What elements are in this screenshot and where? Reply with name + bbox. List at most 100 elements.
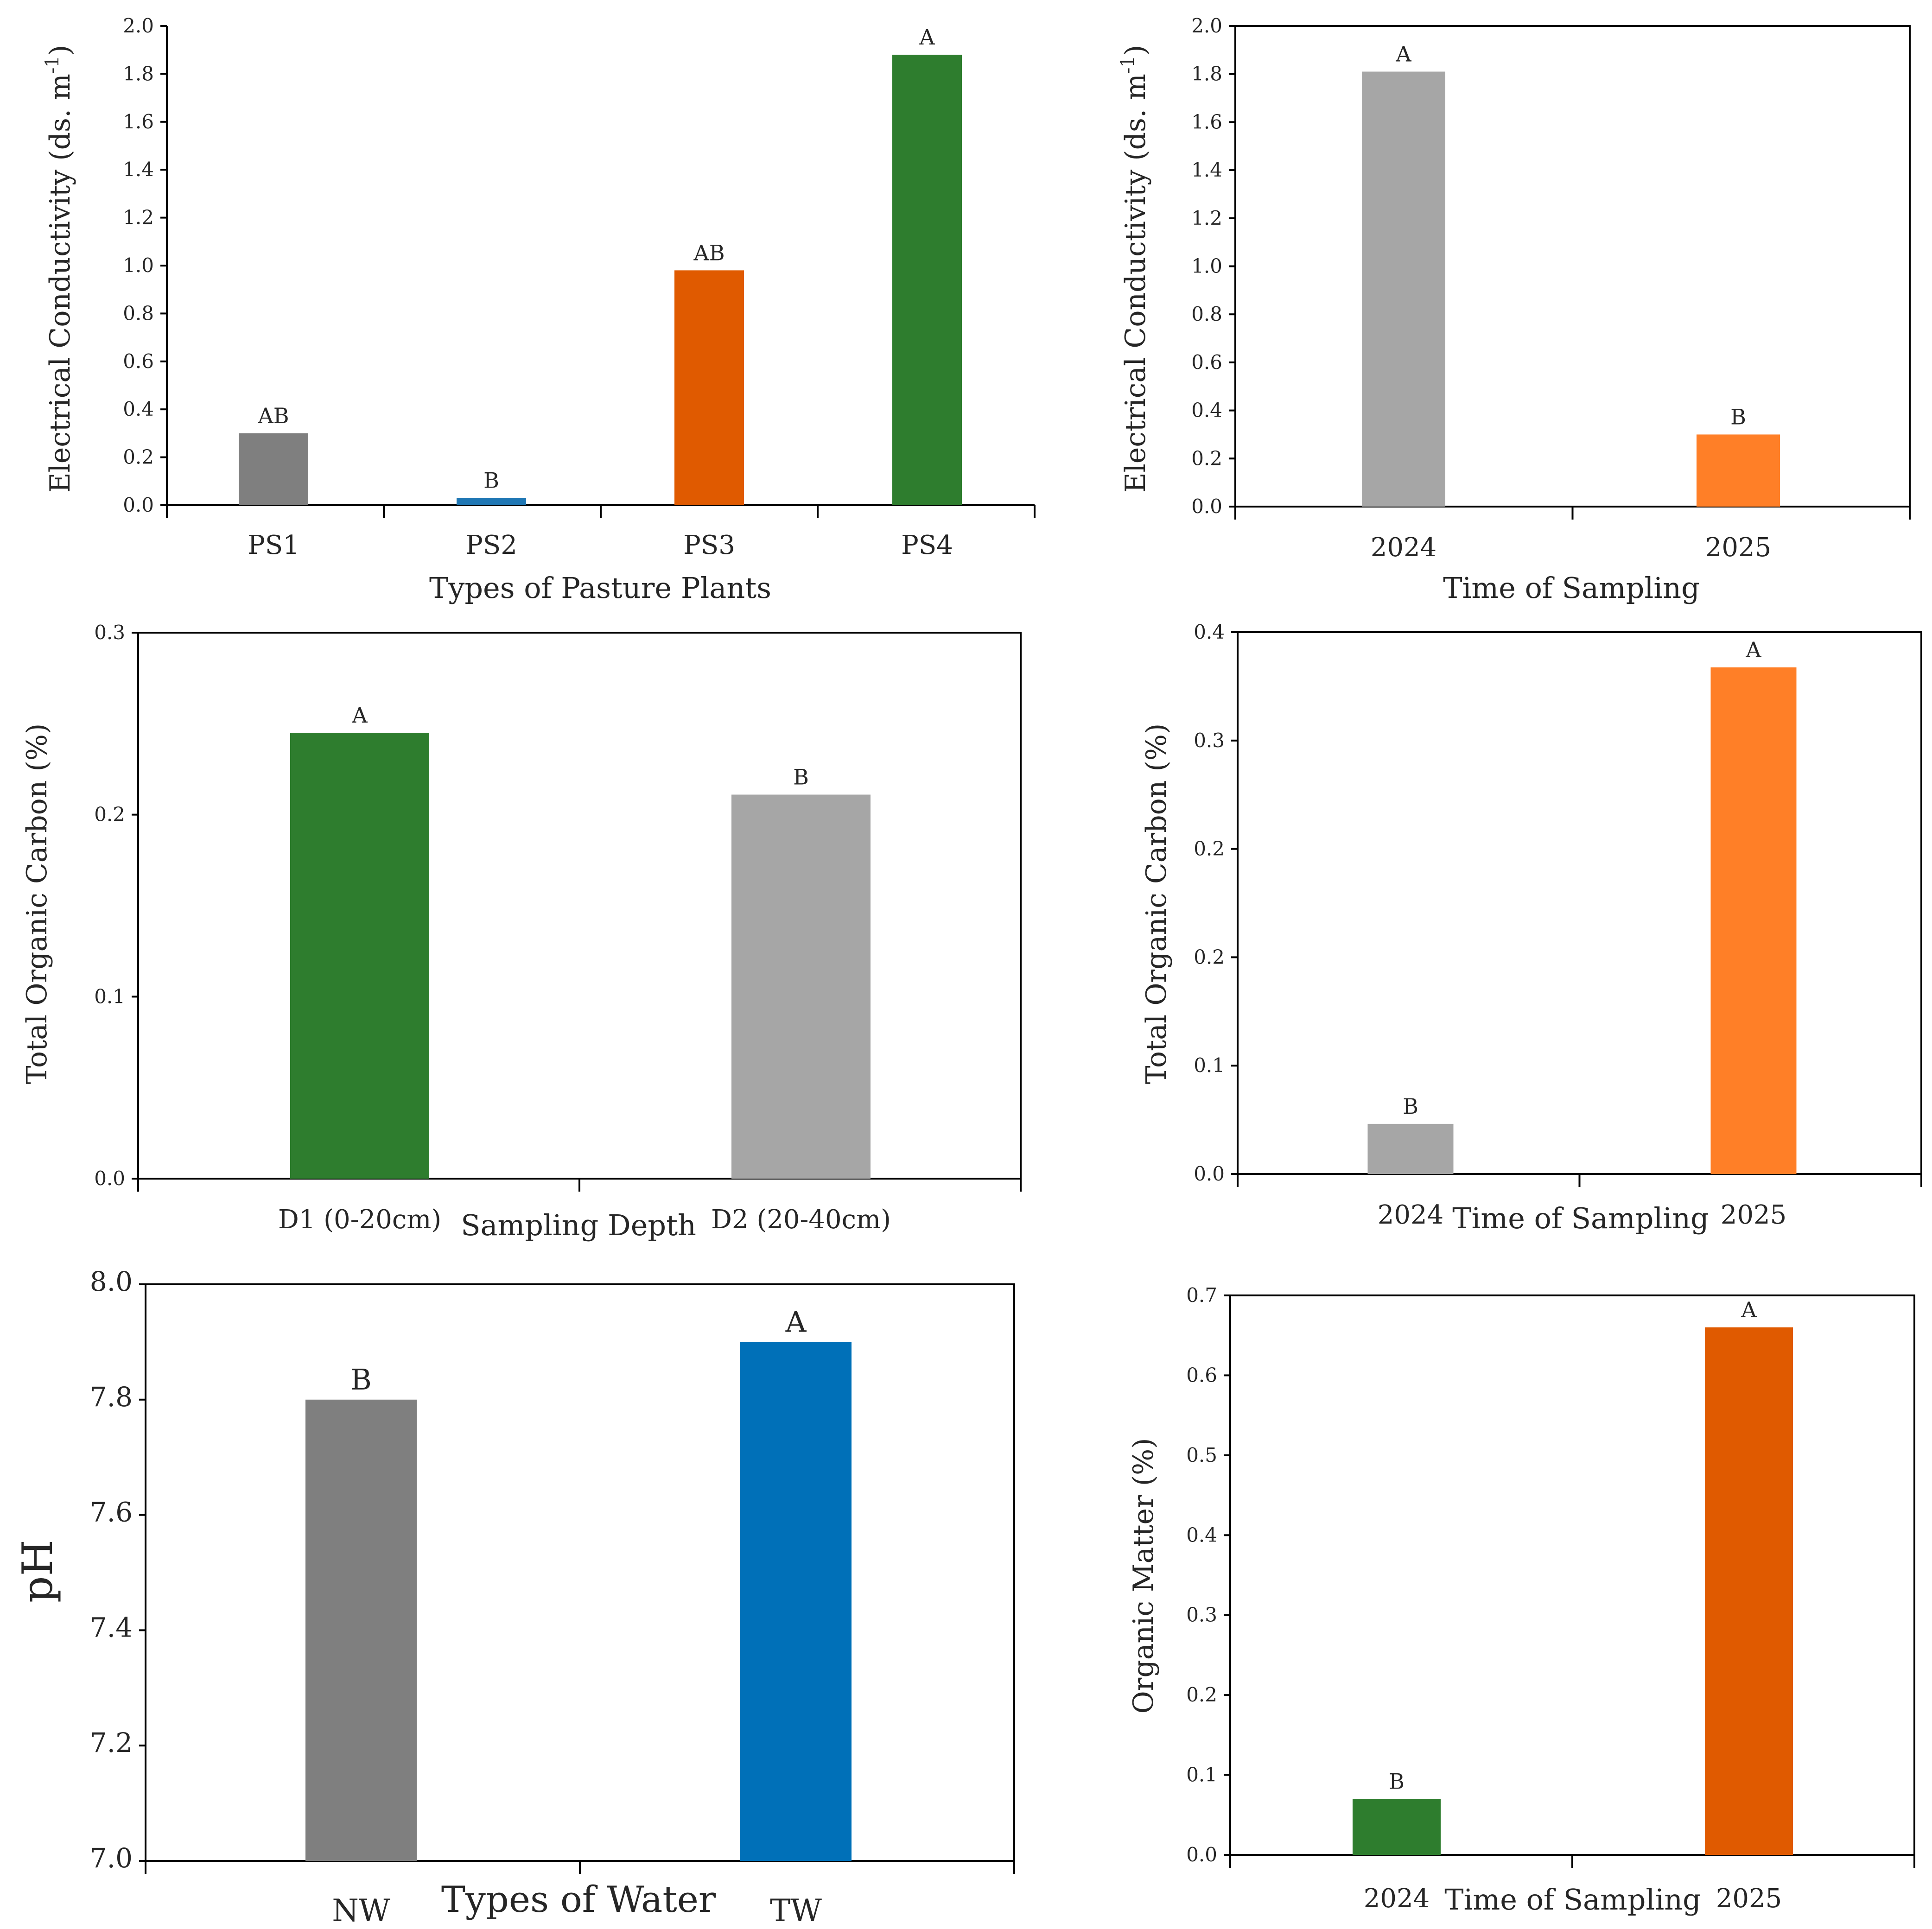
y-tick-label: 0.2 <box>94 803 125 826</box>
chart-ph-water: 7.0 7.2 7.4 7.6 7.8 8.0 B NW A TW Types of Water pH <box>13 1266 1015 1929</box>
chart-ec-time: 0.0 0.2 0.4 0.6 0.8 1.0 1.2 1.4 1.6 1.8 2.0 A 2024 B 2… <box>1117 14 1911 605</box>
significance-label: AB <box>257 403 289 428</box>
significance-label: A <box>919 25 935 50</box>
y-tick-label: 0.4 <box>1191 399 1222 422</box>
category-label: 2025 <box>1716 1884 1782 1914</box>
y-tick-label: 0.8 <box>123 302 154 324</box>
y-tick-label: 2.0 <box>123 14 154 37</box>
y-tick-label: 0.6 <box>123 350 154 373</box>
y-tick-label: 0.3 <box>1186 1604 1217 1626</box>
bar-tw <box>740 1342 852 1861</box>
category-label: NW <box>332 1893 390 1929</box>
y-tick-label: 0.1 <box>1194 1054 1225 1077</box>
y-tick-label: 0.1 <box>94 985 125 1008</box>
y-axis-title: Electrical Conductivity (ds. m-1) <box>1117 45 1152 493</box>
y-tick-label: 1.4 <box>1191 159 1222 181</box>
y-axis-title: Total Organic Carbon (%) <box>21 723 53 1085</box>
y-tick-label: 0.4 <box>1186 1523 1217 1546</box>
y-tick-label: 0.5 <box>1186 1444 1217 1466</box>
y-tick-label: 1.8 <box>123 62 154 85</box>
y-tick-label: 1.0 <box>123 254 154 277</box>
significance-label: AB <box>693 240 724 265</box>
bar-2024 <box>1353 1799 1441 1855</box>
y-tick-label: 0.3 <box>1194 729 1225 752</box>
y-axis-title: Organic Matter (%) <box>1127 1438 1160 1713</box>
y-tick-label: 0.2 <box>1194 838 1225 860</box>
significance-label: B <box>483 468 499 493</box>
y-tick-label: 1.0 <box>1191 255 1222 278</box>
bar-2025 <box>1705 1327 1793 1855</box>
category-label: 2025 <box>1721 1200 1787 1230</box>
y-tick-label: 1.6 <box>123 110 154 133</box>
plot-frame <box>1229 1294 1915 1856</box>
y-axis-title: pH <box>13 1540 62 1603</box>
category-label: D2 (20-40cm) <box>711 1205 891 1235</box>
chart-toc-depth: 0.0 0.1 0.2 0.3 A D1 (0-20cm) B D2 (20-40cm) Sam… <box>21 621 1022 1242</box>
plot-frame <box>1234 25 1911 508</box>
y-tick-label: 2.0 <box>1191 14 1222 37</box>
category-label: 2024 <box>1364 1884 1430 1914</box>
bar-nw <box>305 1399 417 1861</box>
y-tick-label: 0.0 <box>123 494 154 516</box>
bar-ps1 <box>239 433 308 505</box>
y-tick-label: 0.2 <box>1194 945 1225 968</box>
y-tick-label: 7.6 <box>90 1497 133 1528</box>
x-axis-title: Sampling Depth <box>461 1208 696 1242</box>
y-tick-label: 0.8 <box>1191 303 1222 325</box>
significance-label: A <box>1741 1297 1757 1322</box>
y-tick-label: 0.2 <box>1186 1683 1217 1706</box>
plot-frame <box>145 1283 1015 1862</box>
y-tick-label: 0.2 <box>1191 447 1222 470</box>
y-tick-label: 0.6 <box>1191 351 1222 374</box>
y-tick-label: 0.4 <box>1194 621 1225 643</box>
y-axis-title: Total Organic Carbon (%) <box>1140 723 1173 1085</box>
category-label: PS1 <box>248 530 299 560</box>
category-label: D1 (0-20cm) <box>278 1205 441 1235</box>
significance-label: B <box>1730 404 1746 429</box>
y-axis-title-superscript: -1 <box>1117 56 1138 74</box>
y-axis-title-superscript: -1 <box>42 56 63 74</box>
chart-toc-time: 0.0 0.1 0.2 0.2 0.3 0.4 B 2024 A 2025 Time of Samp… <box>1140 621 1922 1235</box>
y-axis-title-end: ) <box>1119 45 1152 56</box>
y-tick-label: 0.3 <box>94 621 125 644</box>
x-axis-title: Time of Sampling <box>1443 571 1700 605</box>
y-tick-label: 0.7 <box>1186 1284 1217 1307</box>
bar-ps4 <box>892 55 962 506</box>
bar-2025 <box>1697 434 1780 507</box>
y-tick-label: 1.2 <box>123 206 154 229</box>
significance-label: B <box>1403 1094 1418 1119</box>
y-tick-label: 0.0 <box>94 1167 125 1190</box>
y-tick-label: 1.4 <box>123 158 154 181</box>
bar-ps3 <box>674 270 744 505</box>
bar-2024 <box>1362 71 1445 507</box>
category-label: 2024 <box>1378 1200 1444 1230</box>
y-axis-title: Electrical Conductivity (ds. m-1) <box>42 45 76 493</box>
y-tick-label: 0.4 <box>123 398 154 420</box>
y-tick-label: 0.2 <box>123 446 154 469</box>
y-tick-label: 0.6 <box>1186 1364 1217 1386</box>
significance-label: A <box>785 1305 807 1339</box>
plot-frame <box>137 632 1022 1180</box>
y-tick-label: 0.0 <box>1194 1162 1225 1185</box>
chart-om-time: 0.0 0.1 0.2 0.3 0.4 0.5 0.6 0.7 B 2024 A 2025 Time o… <box>1127 1284 1915 1916</box>
x-axis-title: Types of Pasture Plants <box>429 571 771 605</box>
y-axis-title-end: ) <box>44 45 76 56</box>
y-tick-label: 7.8 <box>90 1381 133 1413</box>
y-tick-label: 0.1 <box>1186 1764 1217 1786</box>
bar-d1-0-20cm- <box>290 732 429 1179</box>
x-axis-title: Time of Sampling <box>1452 1201 1709 1235</box>
significance-label: A <box>1395 42 1411 67</box>
y-tick-label: 0.0 <box>1186 1843 1217 1866</box>
category-label: PS4 <box>901 530 953 560</box>
significance-label: B <box>1389 1769 1405 1794</box>
y-tick-label: 1.2 <box>1191 207 1222 229</box>
significance-label: B <box>350 1363 372 1396</box>
y-tick-label: 7.0 <box>90 1842 133 1874</box>
y-tick-label: 1.8 <box>1191 63 1222 85</box>
y-tick-label: 8.0 <box>90 1266 133 1297</box>
category-label: PS2 <box>465 530 517 560</box>
bar-ps2 <box>457 498 526 505</box>
category-label: 2024 <box>1371 533 1437 563</box>
significance-label: A <box>1745 637 1761 662</box>
